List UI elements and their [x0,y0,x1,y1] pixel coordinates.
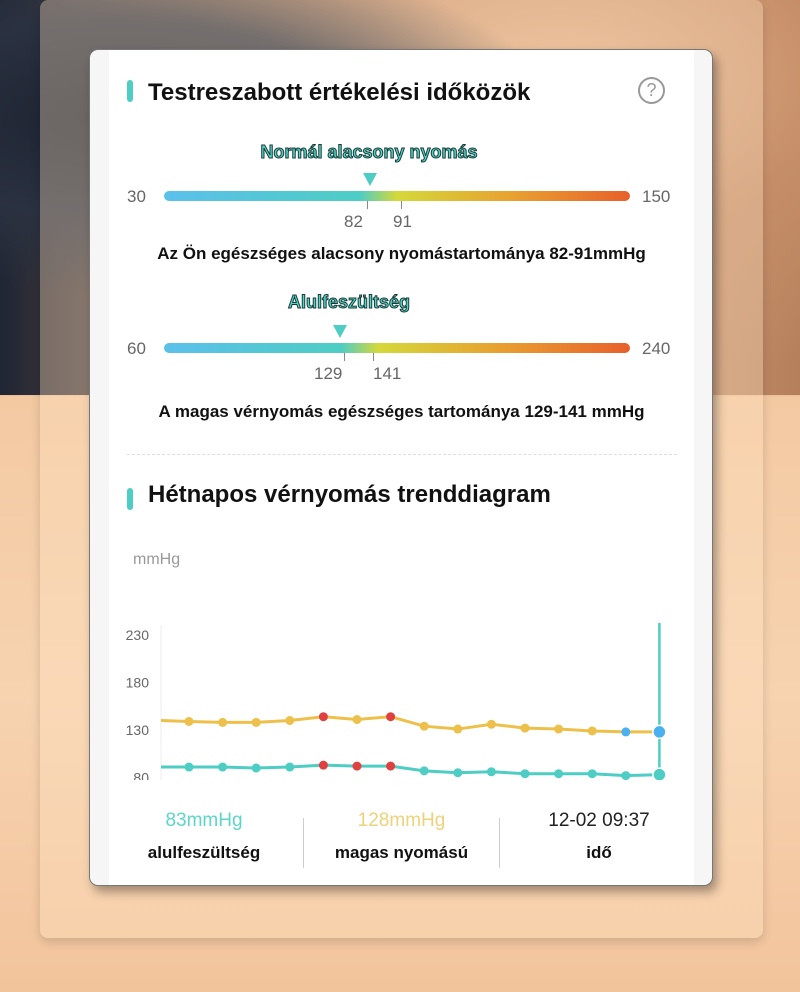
systolic-value: 128mmHg [357,810,446,831]
diastolic-point [419,766,429,776]
diastolic-point [621,771,631,780]
blood-pressure-card: Testreszabott értékelési időközök ? Norm… [89,49,713,886]
diastolic-point [184,762,194,772]
time-value: 12-02 09:37 [548,810,650,831]
systolic-label: magas nyomású [334,843,469,862]
systolic-point [554,724,564,734]
y-tick-label: 230 [126,627,150,643]
tick-low [367,201,368,209]
tick-high [401,201,402,209]
diastolic-line [161,763,660,778]
gauge-low: 129 [314,364,343,383]
systolic-point [251,717,261,727]
gauge-high: 91 [393,212,412,231]
diastolic-point [587,769,597,779]
systolic-point [486,719,496,729]
ranges-title: Testreszabott értékelési időközök [148,79,531,106]
systolic-point [621,727,631,737]
section-accent-bar [127,488,133,510]
gauge-min: 60 [127,339,146,358]
systolic-point-selected [652,724,667,740]
gauge-bar [164,343,630,353]
gauge-marker-icon [333,325,347,338]
gauge-max: 150 [642,187,671,206]
separator [303,818,304,868]
diastolic-point [218,762,228,772]
diastolic-point [453,768,463,778]
gauge-high: 141 [373,364,402,383]
tick-high [373,353,374,361]
systolic-point [184,716,194,726]
question-circle-icon[interactable]: ? [638,77,665,104]
gauge-marker-icon [363,173,377,186]
diastolic-label: alulfeszültség [147,843,261,862]
diastolic-point [386,761,396,771]
systolic-point [386,712,396,722]
diastolic-point [520,769,530,779]
diastolic-value: 83mmHg [165,810,243,831]
diastolic-point [251,763,261,773]
trend-title: Hétnapos vérnyomás trenddiagram [148,481,551,508]
section-accent-bar [127,80,133,102]
y-tick-label: 130 [126,722,150,738]
diastolic-point [486,767,496,777]
gauge-min: 30 [127,187,146,206]
gauge-description: Az Ön egészséges alacsony nyomástartomán… [157,244,646,263]
systolic-point [587,726,597,736]
gauge-label: Alulfeszültség [287,292,411,313]
systolic-point [453,724,463,734]
diastolic-point [285,762,295,772]
gauge-max: 240 [642,339,671,358]
tick-low [344,353,345,361]
gauge-bar [164,191,630,201]
divider [127,454,677,455]
systolic-point [218,717,228,727]
systolic-point [285,716,295,725]
diastolic-point-selected [652,767,667,780]
gauge-label: Normál alacsony nyomás [260,142,478,163]
card-content: Testreszabott értékelési időközök ? Norm… [109,50,694,885]
systolic-point [352,715,362,725]
separator [499,818,500,868]
y-tick-label: 180 [126,675,150,691]
diastolic-point [554,769,564,779]
y-axis-label: mmHg [133,551,180,568]
systolic-point [318,712,328,722]
diastolic-point [352,761,362,771]
gauge-description: A magas vérnyomás egészséges tartománya … [158,402,645,421]
time-label: idő [586,843,612,862]
systolic-line [160,715,660,734]
systolic-point [520,723,530,733]
trend-chart[interactable]: mmHg 2301801308030 [109,540,694,780]
diastolic-point [318,760,328,770]
y-tick-label: 80 [133,770,149,781]
gauge-low: 82 [344,212,363,231]
systolic-point [419,721,429,731]
